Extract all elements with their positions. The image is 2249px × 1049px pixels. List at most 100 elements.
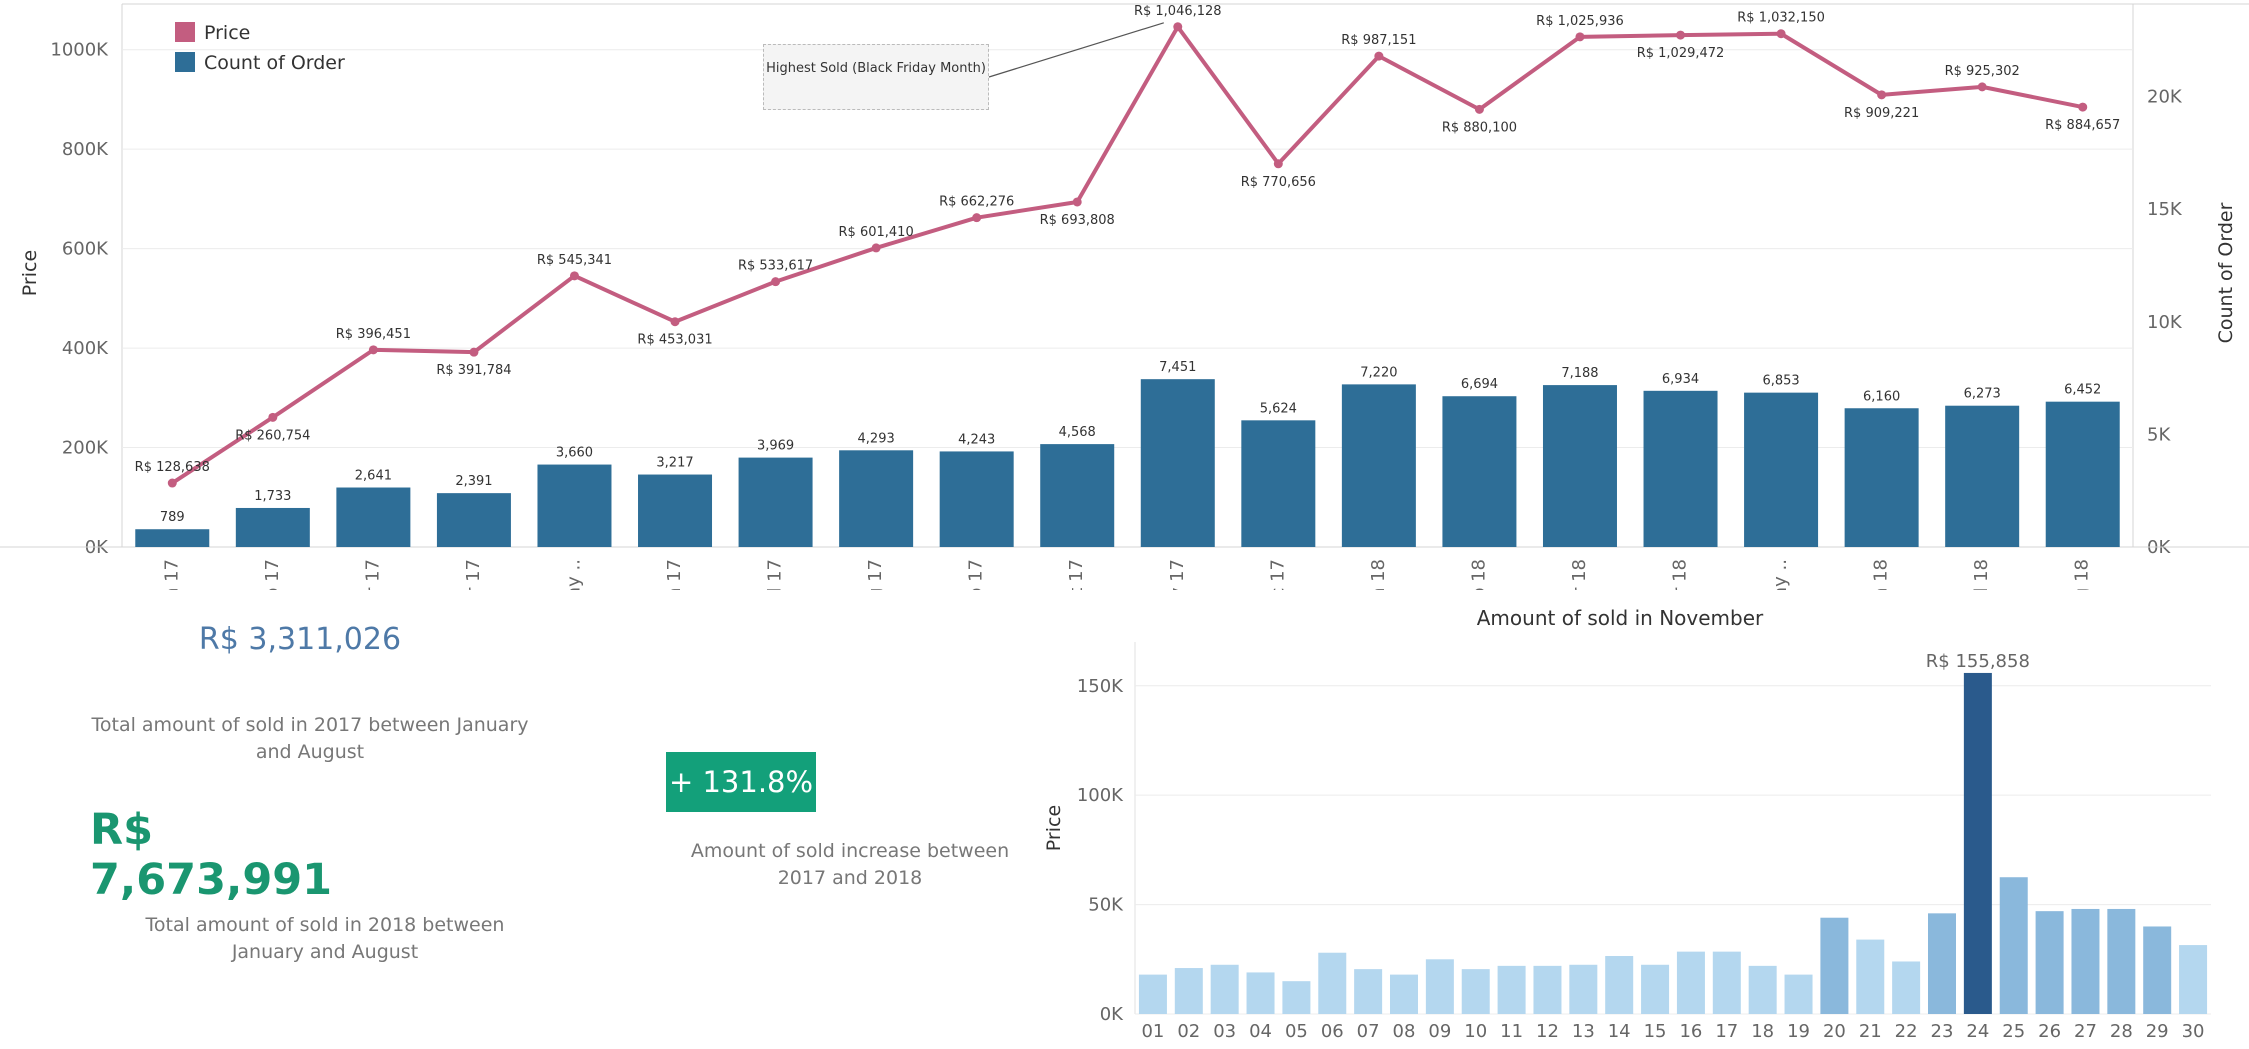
price-data-label: R$ 453,031 — [637, 333, 712, 348]
nov-x-tick-label: 16 — [1679, 1021, 1702, 1042]
price-point — [771, 277, 781, 287]
y-tick-label: 800K — [62, 139, 109, 160]
nov-x-tick-label: 04 — [1249, 1021, 1272, 1042]
price-line — [171, 24, 2084, 485]
nov-x-tick-label: 14 — [1608, 1021, 1631, 1042]
nov-x-tick-label: 30 — [2182, 1021, 2205, 1042]
nov-y-tick-label: 0K — [1100, 1004, 1124, 1025]
x-tick-label: Dec 17 — [1267, 559, 1288, 590]
price-data-label: R$ 884,657 — [2045, 118, 2120, 133]
x-tick-label: Apr 17 — [463, 559, 484, 590]
order-data-label: 6,694 — [1461, 377, 1498, 392]
nov-day-bar — [2143, 926, 2172, 1014]
nov-x-tick-label: 07 — [1357, 1021, 1380, 1042]
nov-x-tick-label: 02 — [1177, 1021, 1200, 1042]
nov-day-bar — [1928, 913, 1956, 1014]
nov-day-bar — [1246, 972, 1275, 1014]
x-tick-label: May .. — [563, 559, 584, 590]
order-bar — [1241, 420, 1316, 547]
nov-day-bar — [1676, 951, 1705, 1014]
order-bar — [436, 493, 511, 547]
order-bar — [1442, 396, 1517, 547]
nov-x-tick-label: 17 — [1715, 1021, 1738, 1042]
y2-tick-label: 15K — [2147, 199, 2183, 220]
nov-day-bar — [1605, 956, 1634, 1014]
black-friday-annotation: Highest Sold (Black Friday Month) — [763, 44, 989, 110]
price-point — [1575, 32, 1585, 42]
nov-x-tick-label: 22 — [1895, 1021, 1918, 1042]
nov-day-bar — [1318, 952, 1347, 1014]
y-tick-label: 400K — [62, 338, 109, 359]
nov-day-bar — [1856, 939, 1885, 1014]
price-data-label: R$ 770,656 — [1241, 175, 1316, 190]
nov-x-tick-label: 09 — [1428, 1021, 1451, 1042]
increase-badge: + 131.8% — [666, 752, 816, 812]
legend-swatch — [175, 52, 195, 72]
nov-day-bar — [1210, 964, 1239, 1014]
nov-day-bar — [1497, 965, 1526, 1014]
nov-x-tick-label: 23 — [1931, 1021, 1954, 1042]
order-data-label: 2,391 — [455, 474, 492, 489]
nov-x-tick-label: 06 — [1321, 1021, 1344, 1042]
price-data-label: R$ 909,221 — [1844, 106, 1919, 121]
nov-day-bar — [1174, 968, 1203, 1014]
order-bar — [839, 450, 914, 547]
nov-x-tick-label: 20 — [1823, 1021, 1846, 1042]
x-tick-label: Mar 17 — [362, 559, 383, 590]
order-data-label: 4,568 — [1059, 425, 1096, 440]
price-data-label: R$ 391,784 — [436, 363, 511, 378]
order-data-label: 3,660 — [556, 446, 593, 461]
nov-x-tick-label: 12 — [1536, 1021, 1559, 1042]
price-point — [1173, 22, 1183, 32]
order-bar — [738, 457, 813, 547]
order-bar — [1542, 385, 1617, 547]
nov-peak-label: R$ 155,858 — [1926, 651, 2030, 672]
nov-y-tick-label: 100K — [1077, 785, 1124, 806]
nov-x-tick-label: 11 — [1500, 1021, 1523, 1042]
nov-day-bar — [2107, 908, 2136, 1014]
x-tick-label: Oct 17 — [1066, 559, 1087, 590]
price-data-label: R$ 545,341 — [537, 253, 612, 268]
order-data-label: 6,934 — [1662, 372, 1699, 387]
order-bar — [1341, 384, 1416, 547]
order-data-label: 3,217 — [656, 456, 693, 471]
nov-x-tick-label: 26 — [2038, 1021, 2061, 1042]
nov-x-tick-label: 28 — [2110, 1021, 2133, 1042]
order-data-label: 6,853 — [1762, 374, 1799, 389]
november-chart-title: Amount of sold in November — [1476, 606, 1764, 630]
nov-day-bar — [1569, 964, 1598, 1014]
order-data-label: 3,969 — [757, 439, 794, 454]
price-point — [1676, 30, 1686, 40]
price-point — [469, 347, 479, 357]
order-data-label: 2,641 — [355, 469, 392, 484]
total-2017-value: R$ 3,311,026 — [198, 622, 402, 657]
price-data-label: R$ 533,617 — [738, 259, 813, 274]
y-axis-title: Price — [19, 250, 41, 296]
order-bar — [336, 487, 411, 547]
order-data-label: 7,451 — [1159, 360, 1196, 375]
order-data-label: 4,243 — [958, 432, 995, 447]
order-bar — [1140, 379, 1215, 547]
nov-x-tick-label: 18 — [1751, 1021, 1774, 1042]
total-2017-label: Total amount of sold in 2017 between Jan… — [91, 714, 529, 763]
order-bar — [2045, 401, 2120, 547]
x-tick-label: Jun 17 — [664, 559, 685, 590]
nov-day-bar — [1390, 974, 1418, 1014]
nov-x-tick-label: 01 — [1141, 1021, 1164, 1042]
total-2018-value: R$ 7,673,991 — [90, 805, 333, 905]
nov-day-bar — [1641, 964, 1670, 1014]
total-2018-label: Total amount of sold in 2018 between Jan… — [145, 914, 505, 963]
nov-x-tick-label: 10 — [1464, 1021, 1487, 1042]
nov-day-bar — [1963, 672, 1992, 1014]
x-tick-label: May .. — [1770, 559, 1791, 590]
order-bar — [1945, 405, 2020, 547]
x-tick-label: Jun 18 — [1871, 559, 1892, 590]
nov-day-bar — [1461, 969, 1490, 1014]
nov-x-tick-label: 13 — [1572, 1021, 1595, 1042]
order-bar — [1040, 444, 1115, 547]
x-tick-label: Aug 17 — [865, 559, 886, 590]
x-tick-label: Mar 18 — [1569, 559, 1590, 590]
price-data-label: R$ 662,276 — [939, 195, 1014, 210]
nov-day-bar — [1533, 965, 1562, 1014]
monthly-price-orders-chart: 0K200K400K600K800K1000K0K5K10K15K20KPric… — [0, 3, 2249, 590]
